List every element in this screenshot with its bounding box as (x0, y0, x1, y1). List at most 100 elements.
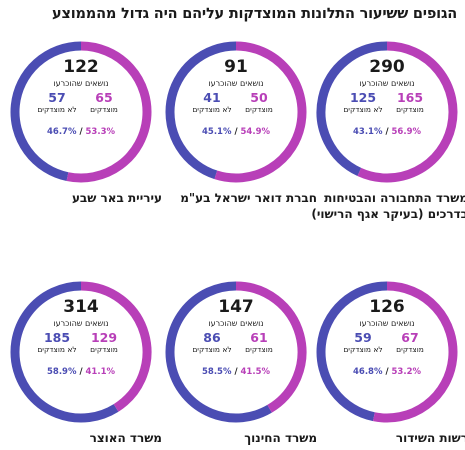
donut-svg (316, 281, 458, 423)
chart-title: הגופים ששיעור התלונות המוצדקות עליהם היה… (52, 6, 457, 22)
organization-name: עיריית באר שבע (71, 191, 162, 205)
percent-separator: / (76, 367, 86, 377)
justified-count: 165 (396, 90, 424, 105)
unjustified-percent: 58.5% (201, 367, 232, 377)
organization-name: משרד התחבורה והבטיחות בדרכים (בעיקר אגף … (311, 191, 465, 221)
total-count: 314 (63, 297, 99, 317)
total-count: 147 (218, 297, 254, 317)
donut-slice-unjustified (165, 41, 237, 180)
organization-name: משרד החינוך (244, 431, 317, 445)
percent-row: 58.5% / 41.5% (161, 367, 311, 377)
donut-center: 314 נושאים שהוכרעו 129 185 מוצדקים לא מוצדקים… (6, 280, 156, 424)
justified-label: מוצדקים (396, 105, 424, 114)
justified-label: מוצדקים (245, 345, 273, 354)
justified-label: מוצדקים (396, 345, 424, 354)
justified-count: 129 (90, 330, 118, 345)
donut-slice-justified (214, 41, 307, 183)
donut-ring (315, 40, 459, 184)
donut-slice-unjustified (316, 281, 388, 422)
justified-count: 50 (250, 90, 268, 105)
percent-separator: / (382, 367, 392, 377)
donut-panel: 91 נושאים שהוכרעו 50 41 מוצדקים לא מוצדקים 45.… (161, 40, 317, 210)
donut-slice-justified (80, 281, 152, 412)
donut-slice-justified (357, 41, 458, 183)
unjustified-label: לא מוצדקים (343, 105, 383, 114)
justified-percent: 41.1% (85, 367, 116, 377)
unjustified-percent: 46.8% (352, 367, 383, 377)
unjustified-percent: 43.1% (352, 127, 383, 137)
donut-slice-unjustified (10, 41, 82, 182)
reported-label: נושאים שהוכרעו (208, 319, 264, 328)
donut-slice-unjustified (10, 281, 119, 423)
reported-label: נושאים שהוכרעו (53, 79, 109, 88)
donut-ring (164, 40, 308, 184)
unjustified-percent: 58.9% (46, 367, 77, 377)
organization-name: רשות השידור (395, 431, 465, 445)
donut-panel: 314 נושאים שהוכרעו 129 185 מוצדקים לא מוצדקים… (6, 280, 162, 450)
donut-ring (9, 40, 153, 184)
unjustified-count: 41 (203, 90, 221, 105)
donut-slice-unjustified (165, 281, 272, 423)
organization-name: חברת דואר ישראל בע"מ (180, 191, 317, 205)
reported-label: נושאים שהוכרעו (359, 79, 415, 88)
unjustified-count: 57 (48, 90, 66, 105)
justified-percent: 54.9% (240, 127, 271, 137)
donut-slice-justified (373, 281, 458, 423)
justified-count: 61 (250, 330, 268, 345)
donut-panel: 122 נושאים שהוכרעו 65 57 מוצדקים לא מוצדקים 46… (6, 40, 162, 210)
unjustified-label: לא מוצדקים (192, 105, 232, 114)
unjustified-count: 125 (349, 90, 377, 105)
donut-center: 147 נושאים שהוכרעו 61 86 מוצדקים לא מוצדקים 58… (161, 280, 311, 424)
donut-ring (164, 280, 308, 424)
reported-label: נושאים שהוכרעו (208, 79, 264, 88)
justified-count: 65 (95, 90, 113, 105)
percent-separator: / (382, 127, 392, 137)
unjustified-count: 86 (203, 330, 221, 345)
unjustified-label: לא מוצדקים (37, 105, 77, 114)
justified-percent: 53.3% (85, 127, 116, 137)
donut-panel: 290 נושאים שהוכרעו 165 125 מוצדקים לא מוצדקים… (311, 40, 465, 221)
percent-row: 58.9% / 41.1% (6, 367, 156, 377)
percent-row: 43.1% / 56.9% (312, 127, 462, 137)
total-count: 126 (369, 297, 405, 317)
total-count: 91 (224, 57, 248, 77)
unjustified-count: 185 (43, 330, 71, 345)
donut-ring (9, 280, 153, 424)
reported-label: נושאים שהוכרעו (53, 319, 109, 328)
justified-label: מוצדקים (90, 345, 118, 354)
donut-svg (165, 281, 307, 423)
unjustified-label: לא מוצדקים (37, 345, 77, 354)
percent-row: 45.1% / 54.9% (161, 127, 311, 137)
donut-center: 126 נושאים שהוכרעו 67 59 מוצדקים לא מוצדקים 46… (312, 280, 462, 424)
donut-panel: 147 נושאים שהוכרעו 61 86 מוצדקים לא מוצדקים 58… (161, 280, 317, 450)
donut-center: 91 נושאים שהוכרעו 50 41 מוצדקים לא מוצדקים 45.… (161, 40, 311, 184)
unjustified-count: 59 (354, 330, 372, 345)
justified-percent: 41.5% (240, 367, 271, 377)
percent-separator: / (231, 367, 241, 377)
donut-center: 122 נושאים שהוכרעו 65 57 מוצדקים לא מוצדקים 46… (6, 40, 156, 184)
unjustified-percent: 46.7% (46, 127, 77, 137)
donut-svg (165, 41, 307, 183)
donut-slice-unjustified (316, 41, 388, 176)
justified-label: מוצדקים (245, 105, 273, 114)
unjustified-percent: 45.1% (201, 127, 232, 137)
total-count: 290 (369, 57, 405, 77)
percent-row: 46.8% / 53.2% (312, 367, 462, 377)
donut-svg (316, 41, 458, 183)
justified-percent: 56.9% (391, 127, 422, 137)
total-count: 122 (63, 57, 99, 77)
donut-center: 290 נושאים שהוכרעו 165 125 מוצדקים לא מוצדקים… (312, 40, 462, 184)
organization-name: משרד האוצר (89, 431, 162, 445)
donut-panel: 126 נושאים שהוכרעו 67 59 מוצדקים לא מוצדקים 46… (312, 280, 465, 450)
unjustified-label: לא מוצדקים (192, 345, 232, 354)
justified-percent: 53.2% (391, 367, 422, 377)
unjustified-label: לא מוצדקים (343, 345, 383, 354)
percent-separator: / (231, 127, 241, 137)
donut-svg (10, 41, 152, 183)
donut-slice-justified (235, 281, 307, 413)
percent-separator: / (76, 127, 86, 137)
donut-svg (10, 281, 152, 423)
justified-count: 67 (401, 330, 419, 345)
reported-label: נושאים שהוכרעו (359, 319, 415, 328)
donut-ring (315, 280, 459, 424)
